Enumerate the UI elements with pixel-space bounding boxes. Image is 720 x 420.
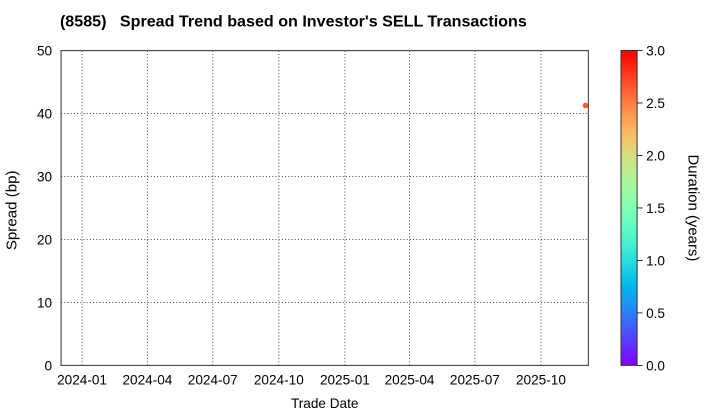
svg-text:3.0: 3.0 [646,43,665,58]
svg-text:2.0: 2.0 [646,148,665,163]
svg-text:1.5: 1.5 [646,201,665,216]
svg-text:20: 20 [37,232,53,247]
svg-text:2.5: 2.5 [646,96,665,111]
svg-text:0: 0 [45,358,53,373]
svg-text:2024-04: 2024-04 [122,372,172,387]
svg-text:2025-10: 2025-10 [516,372,566,387]
svg-text:2025-07: 2025-07 [450,372,500,387]
svg-text:0.5: 0.5 [646,306,665,321]
svg-text:Trade Date: Trade Date [291,396,359,411]
svg-text:10: 10 [37,295,53,310]
svg-text:2025-01: 2025-01 [320,372,370,387]
svg-text:(8585) Spread Trend based on: (8585) Spread Trend based on Investor's … [60,13,527,31]
svg-text:1.0: 1.0 [646,253,665,268]
svg-text:Spread (bp): Spread (bp) [4,170,21,250]
svg-text:2024-01: 2024-01 [57,372,107,387]
svg-text:Duration (years): Duration (years) [685,155,701,262]
svg-text:40: 40 [37,106,53,121]
svg-text:2024-10: 2024-10 [254,372,304,387]
svg-text:2024-07: 2024-07 [188,372,238,387]
svg-text:50: 50 [37,44,53,59]
svg-text:30: 30 [37,169,53,184]
svg-text:0.0: 0.0 [646,358,665,373]
svg-text:2025-04: 2025-04 [385,372,435,387]
